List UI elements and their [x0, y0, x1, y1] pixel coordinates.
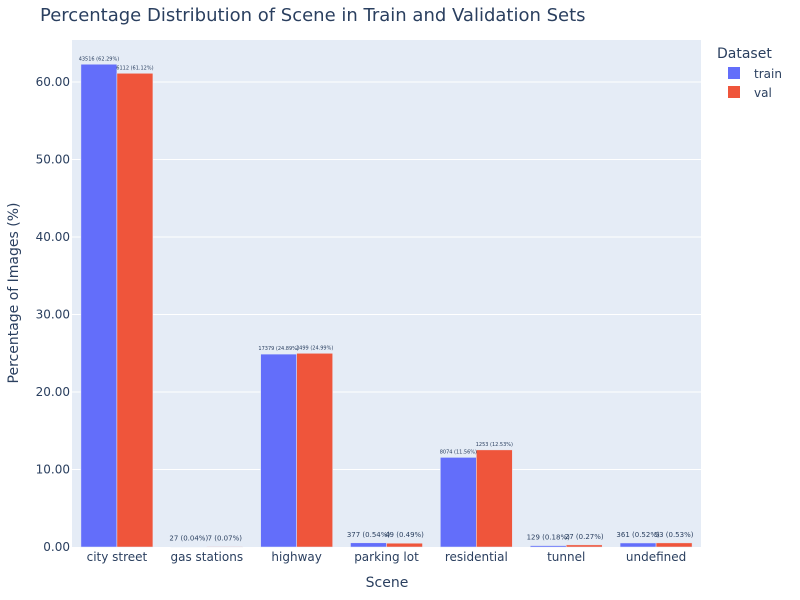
bar-val — [655, 542, 693, 548]
bar-val — [206, 546, 244, 548]
x-tick-label: undefined — [626, 550, 686, 564]
bar-data-label: 361 (0.52%) — [616, 531, 660, 539]
gridlines — [72, 81, 701, 470]
plot-area — [72, 40, 701, 547]
y-axis-ticks: 0.00 10.00 20.00 30.00 40.00 50.00 60.00 — [36, 75, 70, 554]
x-tick-label: gas stations — [170, 550, 243, 564]
bar-train — [619, 542, 657, 548]
bar-data-label: 43516 (62.29%) — [79, 56, 120, 62]
legend: Dataset train val — [717, 46, 782, 100]
bar-val — [476, 449, 513, 548]
bar-data-label: 6112 (61.12%) — [116, 65, 153, 71]
y-tick-label: 30.00 — [36, 308, 70, 322]
bar-data-label: 129 (0.18%) — [527, 534, 571, 542]
legend-swatch-train — [728, 67, 740, 79]
y-tick-label: 0.00 — [43, 540, 70, 554]
bar-data-label: 377 (0.54%) — [347, 531, 391, 539]
bar-val — [386, 542, 423, 548]
legend-label: train — [754, 67, 782, 81]
y-axis-title: Percentage of Images (%) — [6, 203, 22, 384]
bar-val — [116, 73, 154, 548]
bars — [80, 64, 693, 548]
y-tick-label: 50.00 — [36, 153, 70, 167]
y-tick-label: 60.00 — [36, 75, 70, 89]
bar-train — [170, 546, 208, 548]
bar-data-label: 49 (0.49%) — [385, 531, 424, 539]
x-tick-label: parking lot — [354, 550, 419, 564]
x-axis-ticks: city street gas stations highway parking lo… — [87, 550, 687, 564]
bar-train — [440, 457, 477, 548]
legend-label: val — [754, 86, 772, 100]
x-tick-label: tunnel — [547, 550, 585, 564]
bar-data-label: 7 (0.07%) — [208, 534, 243, 542]
bar-train — [80, 64, 118, 548]
bar-data-label: 53 (0.53%) — [655, 531, 694, 539]
legend-swatch-val — [728, 86, 740, 98]
bar-data-label: 27 (0.04%) — [169, 535, 208, 543]
y-tick-label: 40.00 — [36, 230, 70, 244]
x-axis-title: Scene — [366, 575, 409, 591]
chart-title: Percentage Distribution of Scene in Trai… — [40, 5, 586, 26]
data-labels: 43516 (62.29%) 6112 (61.12%) 27 (0.04%) 7 (… — [79, 56, 694, 542]
bar-train — [350, 542, 387, 548]
y-tick-label: 20.00 — [36, 385, 70, 399]
x-tick-label: highway — [271, 550, 321, 564]
y-tick-label: 10.00 — [36, 463, 70, 477]
bar-val — [565, 544, 603, 548]
x-tick-label: residential — [445, 550, 508, 564]
legend-title: Dataset — [717, 46, 772, 62]
bar-data-label: 1253 (12.53%) — [476, 442, 513, 448]
bar-val — [296, 353, 333, 548]
x-tick-label: city street — [87, 550, 148, 564]
bar-data-label: 17379 (24.89%) — [258, 346, 299, 352]
bar-train — [260, 353, 297, 548]
bar-train — [529, 545, 567, 548]
bar-data-label: 8074 (11.56%) — [440, 449, 477, 455]
legend-items: train val — [728, 67, 782, 100]
bar-data-label: 27 (0.27%) — [565, 533, 604, 541]
bar-data-label: 2499 (24.99%) — [296, 345, 333, 351]
